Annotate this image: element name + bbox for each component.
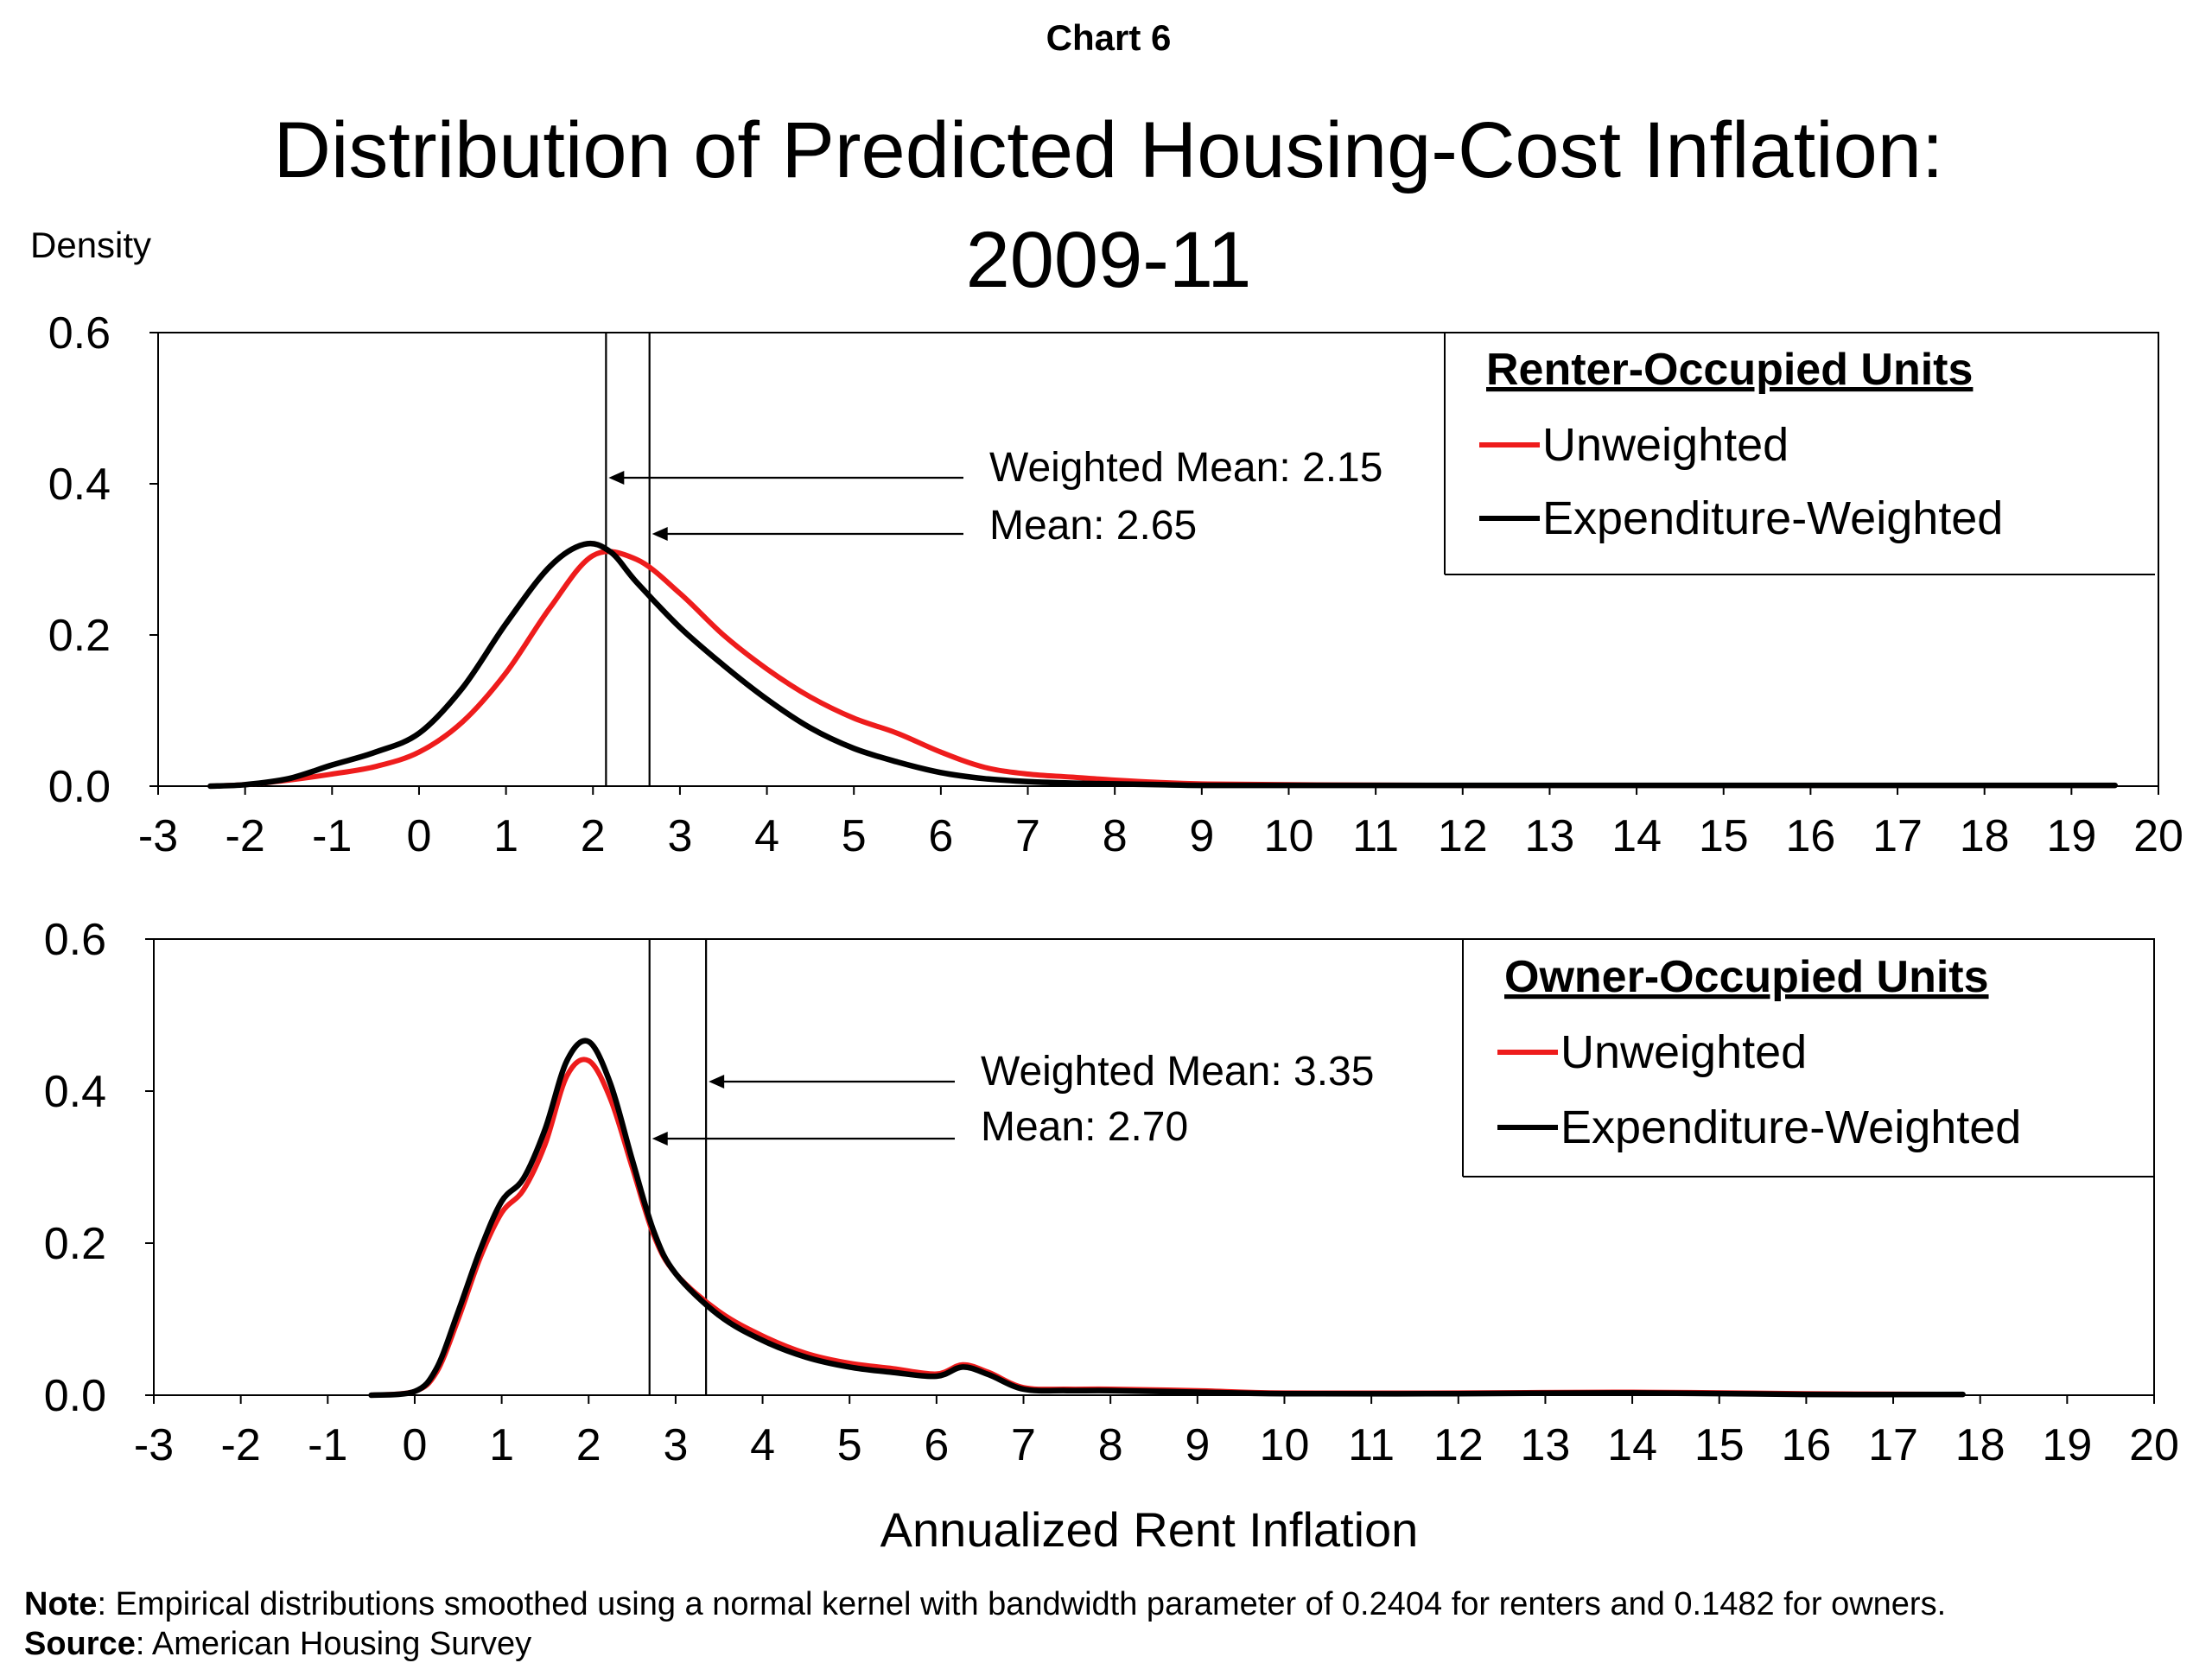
x-tick-label: -2 (226, 811, 265, 861)
x-tick-label: 9 (1189, 811, 1214, 861)
chart-title-line2: 2009-11 (966, 216, 1252, 304)
x-tick-label: -1 (312, 811, 352, 861)
annotation-label: Mean: 2.65 (989, 503, 1197, 549)
arrow-head (652, 1132, 668, 1146)
x-tick-label: 13 (1521, 1420, 1571, 1470)
arrow-head (652, 527, 668, 541)
y-axis-label: Density (30, 225, 151, 265)
series-line-unweighted (207, 549, 2118, 789)
y-tick-label: 0.6 (48, 308, 111, 359)
x-tick-label: 0 (406, 811, 431, 861)
x-tick-label: 12 (1433, 1420, 1484, 1470)
arrow-head (608, 471, 625, 485)
x-tick-label: 9 (1185, 1420, 1210, 1470)
x-tick-label: 17 (1872, 811, 1923, 861)
plot-frame (157, 332, 2159, 787)
renter-panel: 0.00.20.40.6-3 -2 -1 0 1 2 3 4 5 6 7 8 9 10 11 12 13 14 15… (48, 308, 2183, 861)
x-tick-label: 16 (1781, 1420, 1831, 1470)
x-tick-label: 2 (576, 1420, 601, 1470)
legend-label: Unweighted (1560, 1026, 1807, 1078)
y-tick-label: 0.2 (44, 1219, 106, 1269)
x-tick-label: 16 (1785, 811, 1835, 861)
note: Note: Empirical distributions smoothed u… (24, 1586, 1946, 1623)
legend-title: Renter-Occupied Units (1486, 345, 1973, 395)
x-tick-label: 18 (1955, 1420, 2005, 1470)
x-tick-label: 20 (2133, 811, 2183, 861)
x-tick-label: 7 (1011, 1420, 1036, 1470)
x-tick-label: 3 (663, 1420, 688, 1470)
x-tick-label: -3 (134, 1420, 174, 1470)
x-tick-label: 10 (1264, 811, 1314, 861)
y-tick-label: 0.0 (48, 762, 111, 812)
x-tick-label: 0 (402, 1420, 427, 1470)
x-tick-label: 6 (924, 1420, 949, 1470)
y-tick-label: 0.0 (44, 1371, 106, 1421)
x-tick-label: 18 (1960, 811, 2010, 861)
x-tick-label: 8 (1098, 1420, 1123, 1470)
x-tick-label: 19 (2042, 1420, 2092, 1470)
x-tick-label: 14 (1611, 811, 1662, 861)
x-tick-label: 14 (1607, 1420, 1657, 1470)
x-tick-label: -3 (138, 811, 178, 861)
x-tick-label: 8 (1103, 811, 1128, 861)
x-tick-label: 19 (2046, 811, 2096, 861)
legend-label: Expenditure-Weighted (1542, 492, 2003, 544)
x-tick-label: 13 (1525, 811, 1575, 861)
annotation-label: Mean: 2.70 (981, 1104, 1188, 1150)
x-tick-label: 1 (489, 1420, 514, 1470)
x-tick-label: 20 (2129, 1420, 2179, 1470)
y-tick-label: 0.2 (48, 611, 111, 661)
legend-label: Unweighted (1542, 419, 1789, 471)
legend-label: Expenditure-Weighted (1560, 1101, 2021, 1153)
y-tick-label: 0.6 (44, 915, 106, 965)
annotation-label: Weighted Mean: 3.35 (981, 1049, 1374, 1095)
chart-title-line1: Distribution of Predicted Housing-Cost I… (274, 106, 1944, 194)
annotation-label: Weighted Mean: 2.15 (989, 445, 1382, 491)
arrow-head (709, 1075, 725, 1089)
y-tick-label: 0.4 (44, 1067, 106, 1117)
source-text: : American Housing Survey (135, 1626, 532, 1662)
x-tick-label: -2 (221, 1420, 261, 1470)
source: Source: American Housing Survey (24, 1626, 531, 1663)
x-tick-label: 3 (667, 811, 692, 861)
x-tick-label: 6 (928, 811, 953, 861)
x-tick-label: 11 (1348, 1420, 1395, 1470)
note-label: Note (24, 1586, 98, 1622)
x-tick-label: -1 (308, 1420, 347, 1470)
note-text: : Empirical distributions smoothed using… (97, 1586, 1947, 1622)
x-tick-label: 5 (837, 1420, 862, 1470)
x-tick-label: 7 (1015, 811, 1040, 861)
x-tick-label: 1 (493, 811, 518, 861)
y-tick-label: 0.4 (48, 460, 111, 510)
x-tick-label: 12 (1438, 811, 1488, 861)
x-axis-label: Annualized Rent Inflation (880, 1502, 1419, 1557)
x-tick-label: 5 (842, 811, 867, 861)
source-label: Source (24, 1626, 136, 1662)
x-tick-label: 17 (1868, 1420, 1918, 1470)
x-tick-label: 4 (754, 811, 779, 861)
x-tick-label: 15 (1699, 811, 1749, 861)
x-tick-label: 10 (1260, 1420, 1310, 1470)
x-tick-label: 11 (1352, 811, 1399, 861)
chart-pre-title: Chart 6 (1046, 17, 1172, 58)
plot-frame (153, 938, 2155, 1396)
x-tick-label: 4 (750, 1420, 775, 1470)
series-line-weighted (368, 1038, 1966, 1399)
legend-title: Owner-Occupied Units (1504, 952, 1989, 1002)
x-tick-label: 15 (1694, 1420, 1745, 1470)
series-line-weighted (207, 540, 2118, 790)
owner-panel: 0.00.20.40.6-3 -2 -1 0 1 2 3 4 5 6 7 8 9 10 11 12 13 14 15… (44, 915, 2179, 1470)
x-tick-label: 2 (581, 811, 606, 861)
